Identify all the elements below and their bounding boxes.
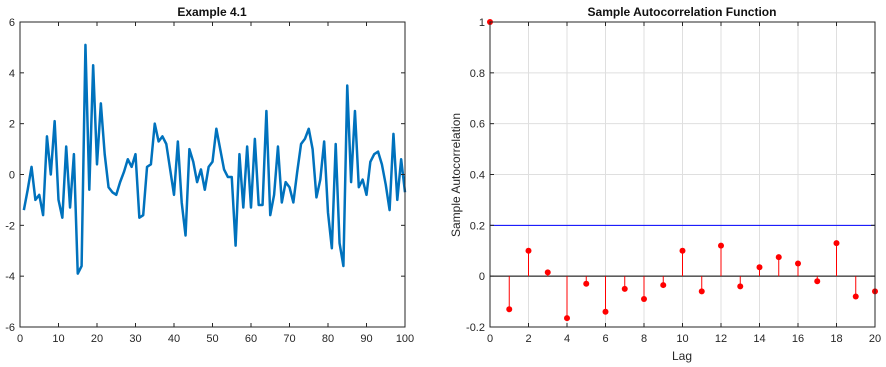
acf-x-tick-label: 6 [602,333,608,345]
time-series-y-tick-label: 6 [9,17,15,29]
acf-stem-marker [564,315,570,322]
time-series-panel: Example 4.1 0 10 20 30 40 50 60 70 80 90 100-6-4-2… [5,5,414,345]
acf-x-tick-label: 14 [753,333,765,345]
acf-stem-marker [756,264,763,271]
time-series-x-tick-label: 0 [17,333,23,345]
time-series-x-tick-label: 70 [283,333,295,345]
acf-y-tick-label: 0.6 [470,119,485,131]
time-series-y-tick-label: -2 [5,220,15,232]
acf-x-axis-label: Lag [672,349,692,363]
time-series-x-tick-label: 50 [206,333,218,345]
acf-y-tick-label: 0.2 [470,220,485,232]
acf-panel: Sample Autocorrelation Function 0 2 4 6 8 10 1… [449,5,881,363]
acf-stem-marker [621,285,628,292]
acf-x-tick-label: 12 [715,333,727,345]
acf-stem-marker [544,269,551,276]
time-series-x-tick-label: 90 [360,333,372,345]
time-series-x-tick-label: 30 [129,333,141,345]
time-series-y-tick-label: 2 [9,119,15,131]
acf-stem-marker [852,293,859,300]
time-series-y-tick-label: 4 [9,68,15,80]
acf-stem-marker [833,240,840,247]
time-series-x-tick-label: 40 [168,333,180,345]
acf-y-tick-label: -0.2 [466,322,485,334]
acf-stem-marker [795,260,801,267]
acf-x-tick-label: 2 [525,333,531,345]
acf-y-tick-label: 0.8 [470,68,485,80]
acf-x-tick-label: 4 [564,333,570,345]
acf-plot-area: 0 2 4 6 8 10 12 14 16 18 20-0.200.20.40.60.81 [466,17,881,345]
acf-title: Sample Autocorrelation Function [588,5,777,19]
time-series-x-tick-label: 100 [396,333,414,345]
acf-y-tick-label: 0 [479,271,485,283]
time-series-y-tick-label: 0 [9,170,15,182]
acf-x-tick-label: 18 [830,333,842,345]
acf-x-tick-label: 16 [792,333,804,345]
time-series-x-tick-label: 80 [322,333,334,345]
time-series-title: Example 4.1 [177,5,247,19]
acf-x-tick-label: 0 [487,333,493,345]
acf-x-tick-label: 20 [869,333,881,345]
acf-stem-marker [718,242,724,249]
time-series-x-tick-label: 20 [91,333,103,345]
acf-stem-marker [814,278,821,285]
acf-stem-marker [737,283,744,290]
time-series-x-tick-label: 60 [245,333,257,345]
time-series-x-tick-label: 10 [52,333,64,345]
acf-y-tick-label: 1 [479,17,485,29]
acf-stem-marker [775,254,782,261]
acf-stem-marker [525,247,532,254]
acf-x-tick-label: 8 [641,333,647,345]
acf-stem-marker [583,280,590,287]
time-series-line [22,43,407,275]
time-series-y-tick-label: -6 [5,322,15,334]
acf-y-tick-label: 0.4 [470,170,485,182]
acf-stem-marker [698,288,705,295]
acf-x-tick-label: 10 [676,333,688,345]
time-series-plot-area: 0 10 20 30 40 50 60 70 80 90 100 -6 -4 -2 0 2 4 6 [5,17,414,345]
acf-stem-marker [641,296,647,303]
time-series-y-tick-label: -4 [5,271,15,283]
acf-y-axis-label: Sample Autocorrelation [449,113,463,237]
acf-stem-marker [660,282,667,289]
acf-stem-marker [679,247,686,254]
acf-stem-marker [506,306,513,313]
acf-stem-marker [602,308,609,315]
time-series-background [20,22,405,327]
